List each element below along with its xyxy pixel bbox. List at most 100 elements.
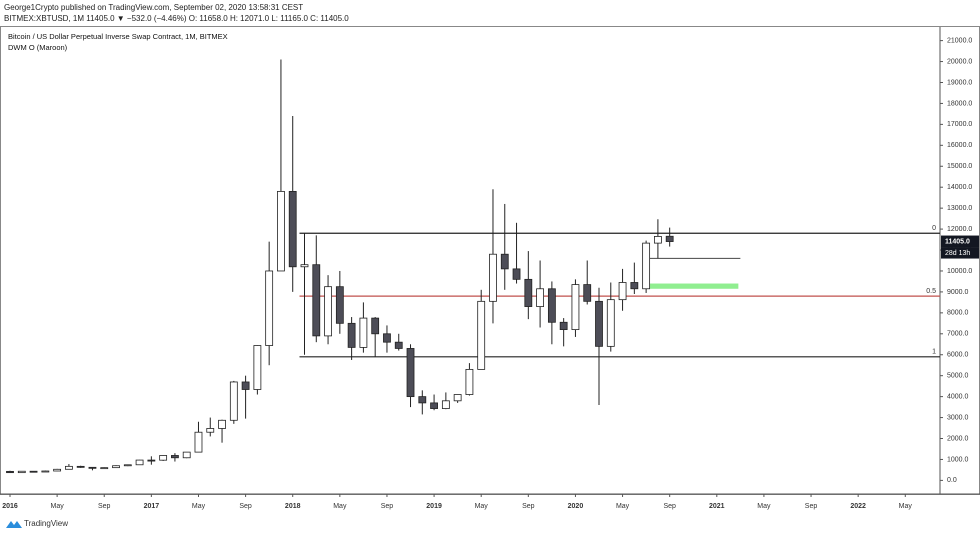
- footer: TradingView: [24, 519, 68, 528]
- y-tick-label: 6000.0: [947, 352, 969, 359]
- logo: [6, 521, 22, 528]
- x-tick-label: Sep: [663, 503, 676, 510]
- candle-body: [206, 428, 215, 433]
- x-tick-label: 2021: [709, 503, 725, 510]
- candle-body: [312, 264, 321, 337]
- x-tick-label: May: [333, 503, 347, 510]
- x-tick-label: May: [192, 503, 206, 510]
- x-tick-label: May: [475, 503, 489, 510]
- candle-body: [241, 381, 250, 390]
- candle-body: [76, 465, 85, 468]
- candle-body: [100, 467, 109, 470]
- fib-label: 0: [932, 225, 936, 232]
- publisher: George1Crypto published on TradingView.c…: [4, 3, 304, 12]
- candle-body: [512, 268, 521, 280]
- y-tick-label: 9000.0: [947, 289, 969, 296]
- y-tick-label: 8000.0: [947, 310, 969, 317]
- candle-body: [383, 333, 391, 343]
- candle-body: [6, 470, 14, 474]
- candle-body: [595, 300, 603, 347]
- candle-body: [571, 284, 580, 331]
- candle-body: [171, 455, 179, 459]
- candle-body: [654, 236, 662, 244]
- candle-body: [277, 190, 285, 272]
- countdown: 28d 13h: [945, 250, 970, 257]
- x-tick-label: Sep: [98, 503, 111, 510]
- candle-body: [559, 321, 568, 331]
- candle-body: [65, 465, 73, 470]
- candle-body: [371, 317, 380, 335]
- candle-body: [394, 341, 403, 349]
- fib-label: 0.5: [926, 288, 936, 295]
- candle-body: [441, 400, 450, 409]
- x-tick-label: 2019: [426, 503, 442, 510]
- countdown-box: [941, 247, 979, 259]
- y-tick-label: 15000.0: [947, 163, 972, 170]
- candle-body: [500, 253, 509, 270]
- candle-body: [229, 381, 238, 421]
- x-tick-label: May: [899, 503, 913, 510]
- candle-body: [53, 468, 62, 472]
- y-tick-label: 16000.0: [947, 142, 972, 149]
- price-label: 11405.0: [945, 238, 970, 245]
- candle-body: [453, 394, 462, 402]
- x-tick-label: 2020: [568, 503, 584, 510]
- y-tick-label: 13000.0: [947, 205, 972, 212]
- y-tick-label: 2000.0: [947, 435, 969, 442]
- candle-body: [335, 286, 344, 324]
- candle-body: [347, 322, 356, 348]
- x-tick-label: 2018: [285, 503, 301, 510]
- candle-body: [524, 278, 533, 307]
- candle-body: [489, 253, 497, 302]
- candle-body: [194, 431, 203, 453]
- candle-body: [477, 300, 486, 370]
- candle-body: [547, 288, 556, 323]
- candle-body: [253, 345, 262, 390]
- y-tick-label: 21000.0: [947, 37, 972, 44]
- x-tick-label: May: [757, 503, 771, 510]
- y-tick-label: 10000.0: [947, 268, 972, 275]
- candle-body: [218, 419, 226, 429]
- y-tick-label: 17000.0: [947, 121, 972, 128]
- y-tick-label: 12000.0: [947, 226, 972, 233]
- y-tick-label: 5000.0: [947, 373, 969, 380]
- candle-body: [430, 402, 438, 409]
- candle-body: [418, 396, 427, 404]
- candle-body: [606, 299, 615, 347]
- candle-body: [41, 470, 50, 473]
- candle-body: [147, 459, 156, 462]
- candle-body: [265, 270, 274, 346]
- candle-body: [465, 368, 474, 395]
- x-tick-label: Sep: [381, 503, 394, 510]
- x-tick-label: 2016: [2, 503, 18, 510]
- x-tick-label: 2017: [144, 503, 160, 510]
- chart-title: Bitcoin / US Dollar Perpetual Inverse Sw…: [8, 32, 228, 41]
- y-tick-label: 18000.0: [947, 100, 972, 107]
- x-tick-label: Sep: [522, 503, 535, 510]
- x-tick-label: Sep: [805, 503, 818, 510]
- y-tick-label: 7000.0: [947, 331, 969, 338]
- candle-body: [536, 288, 544, 307]
- candle-body: [288, 190, 297, 268]
- candle-body: [112, 465, 120, 469]
- y-tick-label: 19000.0: [947, 79, 972, 86]
- y-tick-label: 20000.0: [947, 58, 972, 65]
- symbol-info: BITMEX:XBTUSD, 1M 11405.0 ▼ −532.0 (−4.4…: [4, 14, 349, 23]
- y-tick-label: 0.0: [947, 477, 957, 484]
- candle-body: [300, 264, 309, 268]
- y-tick-label: 3000.0: [947, 414, 969, 421]
- candle-body: [324, 286, 332, 337]
- candle-body: [123, 464, 132, 467]
- x-tick-label: May: [616, 503, 630, 510]
- candle-body: [406, 348, 415, 398]
- zone: [644, 283, 739, 289]
- candle-body: [17, 470, 26, 474]
- chart-subtitle: DWM O (Maroon): [8, 43, 68, 52]
- candle-body: [630, 282, 639, 290]
- y-tick-label: 1000.0: [947, 456, 969, 463]
- candle-body: [29, 470, 38, 473]
- x-tick-label: 2022: [850, 503, 866, 510]
- candle-body: [159, 455, 168, 461]
